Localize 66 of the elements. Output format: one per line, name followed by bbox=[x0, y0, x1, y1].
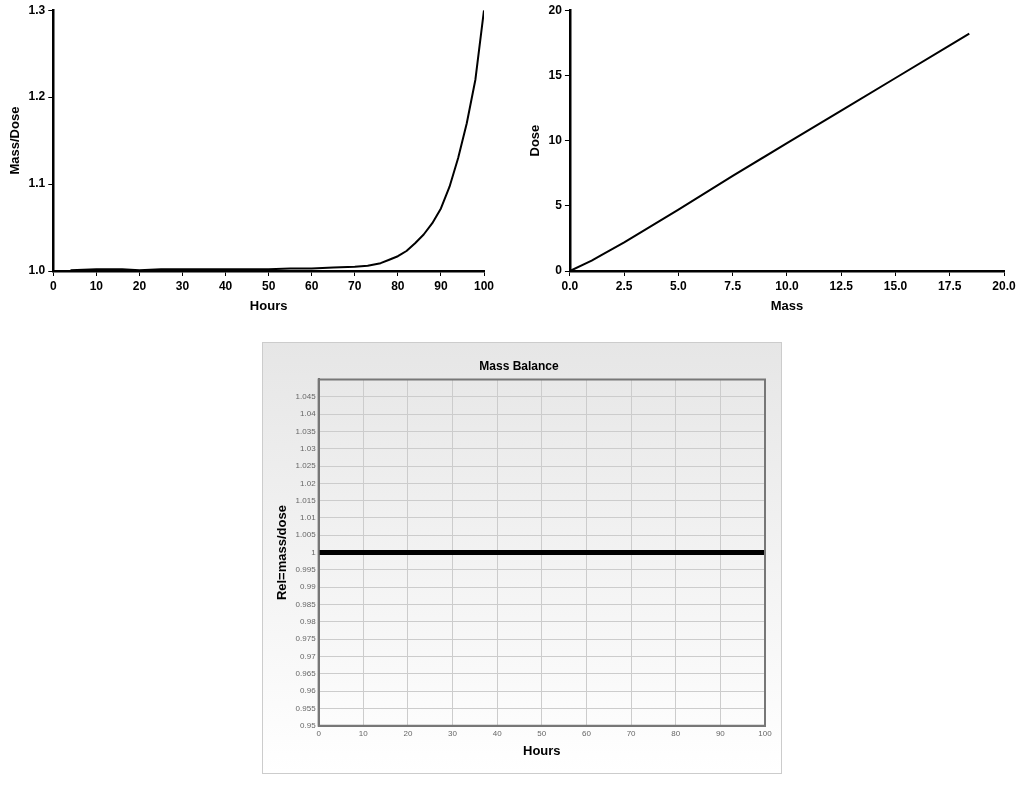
x-tick-label: 40 bbox=[218, 278, 233, 293]
x-tick-label: 0.0 bbox=[561, 278, 579, 293]
x-tick-label: 90 bbox=[715, 728, 726, 738]
y-tick-label: 1.0 bbox=[28, 263, 46, 278]
x-tick-label: 10.0 bbox=[775, 278, 799, 293]
y-axis-title: Mass/Dose bbox=[7, 106, 23, 175]
x-tick-label: 90 bbox=[434, 278, 448, 293]
x-tick-label: 10 bbox=[89, 278, 104, 293]
y-tick-label: 5 bbox=[555, 198, 563, 213]
x-tick-label: 80 bbox=[391, 278, 405, 293]
y-tick-label: 0.965 bbox=[295, 669, 317, 679]
y-tick-label: 1.02 bbox=[300, 478, 317, 488]
y-axis-title: Rel=mass/dose bbox=[274, 505, 290, 601]
y-tick-label: 10 bbox=[548, 132, 563, 147]
y-tick-label: 1.015 bbox=[295, 495, 317, 505]
x-tick-label: 10 bbox=[358, 728, 369, 738]
y-tick-label: 1.3 bbox=[28, 2, 46, 17]
y-tick-label: 0.985 bbox=[295, 599, 317, 609]
y-tick-label: 1.2 bbox=[28, 89, 46, 104]
y-tick-label: 0.95 bbox=[300, 721, 317, 730]
y-tick-label: 0.975 bbox=[295, 634, 317, 644]
y-tick-label: 1.045 bbox=[295, 391, 317, 401]
x-tick-label: 30 bbox=[448, 728, 458, 738]
x-tick-label: 15.0 bbox=[883, 278, 908, 293]
y-tick-label: 0 bbox=[555, 263, 563, 278]
y-tick-label: 0.995 bbox=[295, 565, 317, 575]
x-tick-label: 20 bbox=[132, 278, 147, 293]
x-tick-label: 70 bbox=[348, 278, 362, 293]
y-tick-label: 0.98 bbox=[300, 617, 317, 627]
x-tick-label: 60 bbox=[305, 278, 319, 293]
y-tick-label: 20 bbox=[548, 2, 563, 17]
x-tick-label: 2.5 bbox=[615, 278, 633, 293]
y-tick-label: 1.03 bbox=[300, 443, 317, 453]
x-tick-label: 20.0 bbox=[992, 278, 1016, 293]
y-tick-label: 0.955 bbox=[295, 703, 317, 713]
x-tick-label: 70 bbox=[626, 728, 637, 738]
x-axis-title: Hours bbox=[523, 742, 561, 758]
y-tick-label: 1.01 bbox=[300, 513, 317, 523]
y-tick-label: 1.1 bbox=[28, 176, 46, 191]
x-tick-label: 7.5 bbox=[724, 278, 742, 293]
y-tick-label: 1.035 bbox=[295, 426, 317, 436]
y-tick-label: 1.025 bbox=[295, 461, 317, 471]
x-axis-title: Mass bbox=[770, 297, 804, 313]
x-tick-label: 50 bbox=[537, 728, 547, 738]
y-tick-label: 1 bbox=[311, 547, 317, 557]
x-tick-label: 100 bbox=[758, 728, 773, 738]
x-tick-label: 5.0 bbox=[670, 278, 688, 293]
y-tick-label: 0.97 bbox=[300, 651, 317, 661]
x-tick-label: 20 bbox=[403, 728, 413, 738]
y-tick-label: 0.99 bbox=[300, 582, 317, 592]
y-axis-title: Dose bbox=[527, 124, 543, 157]
x-tick-label: 12.5 bbox=[829, 278, 854, 293]
y-tick-label: 15 bbox=[548, 67, 563, 82]
chart-title: Mass Balance bbox=[479, 358, 560, 373]
y-tick-label: 1.005 bbox=[295, 530, 317, 540]
y-tick-label: 1.04 bbox=[300, 409, 317, 419]
x-tick-label: 80 bbox=[671, 728, 681, 738]
x-tick-label: 100 bbox=[473, 278, 495, 293]
x-tick-label: 0 bbox=[49, 278, 57, 293]
y-tick-label: 0.96 bbox=[300, 686, 317, 696]
x-tick-label: 17.5 bbox=[938, 278, 962, 293]
x-tick-label: 30 bbox=[175, 278, 190, 293]
x-tick-label: 60 bbox=[581, 728, 592, 738]
x-tick-label: 40 bbox=[492, 728, 503, 738]
x-tick-label: 50 bbox=[261, 278, 276, 293]
x-axis-title: Hours bbox=[249, 297, 288, 313]
